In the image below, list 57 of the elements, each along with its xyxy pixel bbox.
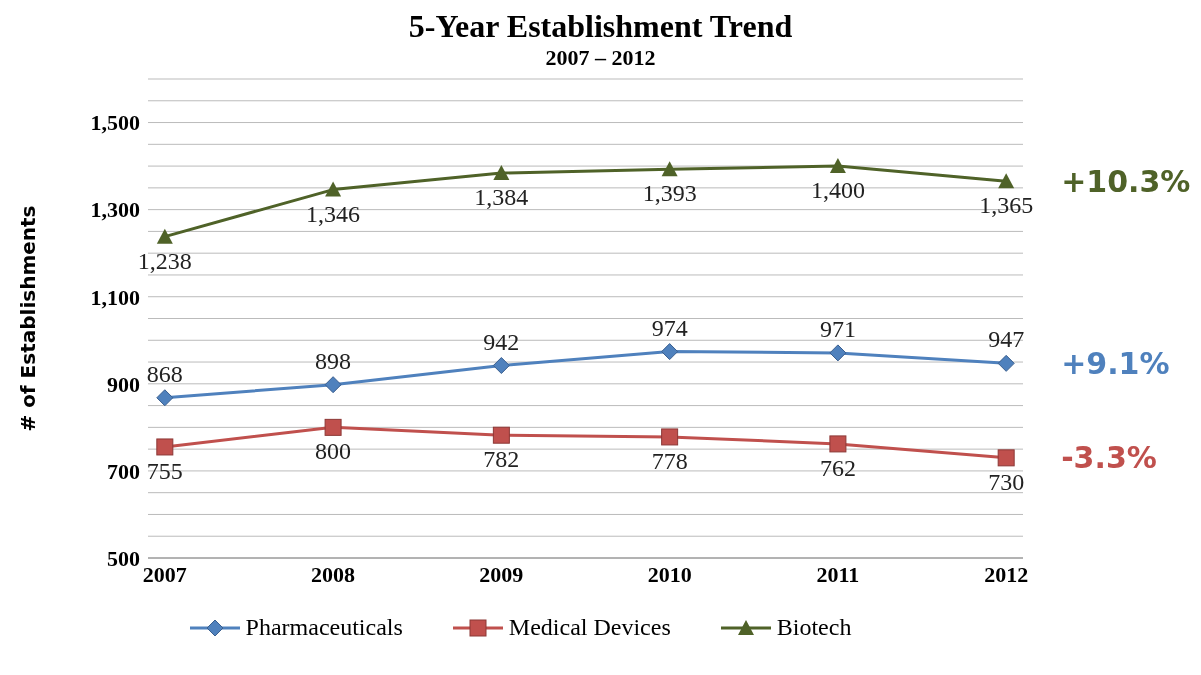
data-label: 730 bbox=[988, 468, 1025, 495]
x-tick-label: 2008 bbox=[311, 561, 356, 587]
y-axis-title: # of Establishments bbox=[16, 205, 41, 432]
point bbox=[829, 435, 847, 453]
point bbox=[661, 161, 678, 177]
x-tick-label: 2009 bbox=[479, 561, 524, 587]
point bbox=[829, 344, 847, 362]
data-label: 1,238 bbox=[137, 247, 192, 274]
annotation: +9.1% bbox=[1061, 346, 1170, 381]
chart-title: 5-Year Establishment Trend bbox=[407, 8, 794, 45]
data-label: 974 bbox=[651, 314, 688, 341]
point bbox=[324, 376, 342, 394]
data-label: 1,346 bbox=[306, 200, 361, 227]
data-label: 1,393 bbox=[642, 180, 697, 207]
y-tick-label: 500 bbox=[107, 545, 140, 571]
data-label: 1,384 bbox=[474, 184, 529, 211]
data-label: 868 bbox=[146, 360, 183, 387]
point bbox=[493, 165, 510, 181]
point bbox=[325, 181, 342, 197]
legend-label: Pharmaceuticals bbox=[245, 614, 403, 641]
point bbox=[997, 354, 1015, 372]
data-label: 800 bbox=[315, 438, 352, 465]
data-label: 1,400 bbox=[810, 177, 865, 204]
point bbox=[156, 438, 174, 456]
point bbox=[156, 389, 174, 407]
x-tick-label: 2007 bbox=[142, 561, 187, 587]
legend-label: Medical Devices bbox=[508, 614, 671, 641]
annotation: +10.3% bbox=[1061, 163, 1191, 199]
point bbox=[324, 418, 342, 436]
data-label: 1,365 bbox=[979, 192, 1034, 219]
x-tick-label: 2011 bbox=[816, 561, 860, 587]
x-tick-label: 2010 bbox=[647, 561, 692, 587]
data-label: 942 bbox=[483, 328, 520, 355]
y-tick-label: 1,100 bbox=[90, 284, 140, 310]
y-tick-label: 1,500 bbox=[90, 110, 140, 136]
y-tick-label: 900 bbox=[107, 371, 140, 397]
point bbox=[492, 426, 510, 444]
data-label: 947 bbox=[988, 326, 1025, 353]
data-label: 755 bbox=[146, 457, 183, 484]
data-label: 762 bbox=[819, 454, 856, 481]
legend-label: Biotech bbox=[776, 614, 852, 641]
y-tick-label: 700 bbox=[107, 458, 140, 484]
data-label: 782 bbox=[483, 446, 520, 473]
point bbox=[661, 428, 679, 446]
point bbox=[156, 228, 173, 244]
point bbox=[492, 357, 510, 375]
y-tick-label: 1,300 bbox=[90, 197, 140, 223]
chart-subtitle: 2007 – 2012 bbox=[544, 45, 657, 71]
annotation: -3.3% bbox=[1061, 440, 1157, 476]
point bbox=[998, 173, 1015, 189]
point bbox=[661, 343, 679, 361]
point bbox=[829, 158, 846, 174]
point bbox=[997, 449, 1015, 467]
data-label: 778 bbox=[651, 447, 688, 474]
x-tick-label: 2012 bbox=[984, 561, 1029, 587]
data-label: 971 bbox=[819, 315, 856, 342]
data-label: 898 bbox=[315, 347, 352, 374]
